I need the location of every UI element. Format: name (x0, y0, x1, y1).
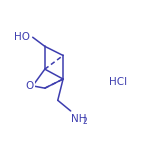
Text: HO: HO (14, 32, 30, 42)
Text: HO: HO (14, 32, 30, 42)
Text: HCl: HCl (109, 77, 128, 87)
Text: HCl: HCl (109, 77, 128, 87)
Text: NH: NH (71, 114, 86, 124)
Text: NH: NH (71, 114, 86, 124)
Text: O: O (26, 81, 34, 91)
Text: 2: 2 (82, 117, 87, 126)
Text: O: O (26, 81, 34, 91)
Text: 2: 2 (82, 117, 87, 126)
